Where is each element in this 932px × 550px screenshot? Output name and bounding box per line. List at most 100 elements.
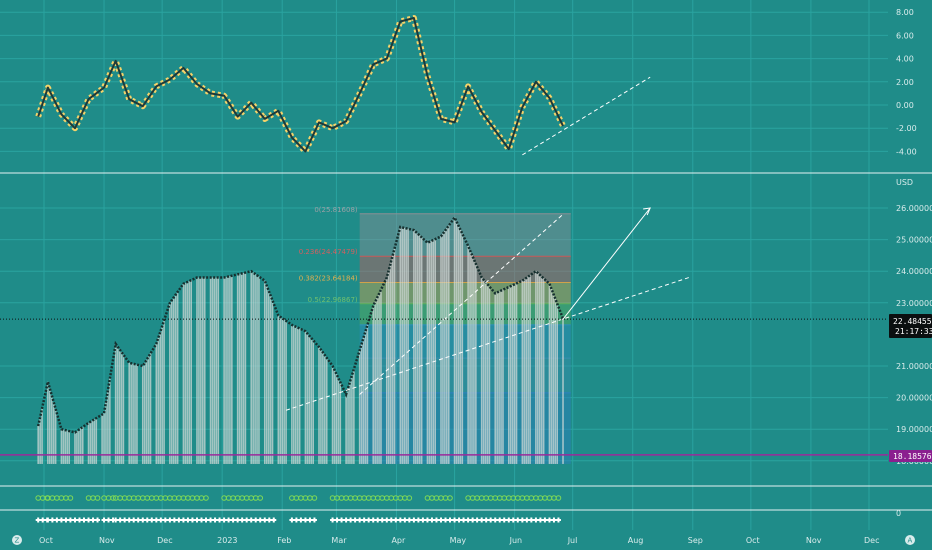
price-bar [116, 346, 119, 464]
price-bar [562, 318, 564, 464]
price-bar [548, 283, 551, 464]
green-marker [514, 495, 521, 501]
price-bar [54, 408, 57, 464]
green-marker [234, 495, 241, 501]
time-tick-label: May [450, 536, 467, 545]
countdown-value: 21:17:33 [895, 327, 932, 336]
white-marker [198, 517, 204, 523]
time-tick-label: Mar [331, 536, 347, 545]
price-bars [37, 217, 564, 464]
white-marker [239, 517, 245, 523]
green-marker [483, 495, 489, 501]
price-bar [190, 280, 192, 464]
price-bar [163, 320, 165, 464]
price-tick-label: 20.00000 [896, 394, 932, 403]
price-bar [294, 326, 297, 464]
white-marker [262, 517, 268, 523]
white-marker [311, 517, 317, 523]
price-trendline [285, 277, 690, 411]
price-bar [186, 282, 189, 464]
marker-pane [35, 495, 562, 523]
time-tick-label: Jul [567, 536, 578, 545]
white-marker [221, 517, 227, 523]
oscillator-dots [35, 15, 566, 155]
white-marker [135, 517, 141, 523]
green-marker [117, 495, 123, 501]
price-bar [229, 276, 231, 464]
timezone-button[interactable]: Z [12, 535, 22, 545]
white-marker [208, 517, 214, 523]
price-bar [527, 276, 529, 464]
price-bar [507, 287, 510, 464]
price-bar [444, 231, 446, 464]
price-bar [540, 276, 543, 464]
green-marker [347, 495, 354, 501]
green-marker [58, 495, 65, 501]
price-bar [349, 381, 351, 464]
white-marker [86, 517, 92, 523]
white-marker [506, 517, 512, 523]
white-marker [343, 517, 349, 523]
price-bar [482, 279, 485, 464]
price-bar [64, 430, 67, 464]
white-marker [555, 517, 561, 523]
price-bar [134, 364, 136, 464]
price-bar [471, 254, 473, 464]
green-marker [293, 495, 300, 501]
price-bar [366, 324, 369, 464]
price-bar [291, 324, 293, 464]
green-marker [329, 495, 336, 501]
price-bar [265, 285, 268, 464]
white-marker [470, 517, 476, 523]
price-bar [62, 429, 65, 464]
price-bar [231, 275, 233, 464]
green-marker [528, 495, 535, 501]
white-marker [248, 517, 254, 523]
price-tick-label: 21.00000 [896, 362, 932, 371]
white-marker [81, 517, 87, 523]
price-bar [457, 225, 460, 464]
price-bar [68, 431, 70, 464]
green-marker [343, 495, 349, 501]
price-bar [529, 275, 531, 464]
green-marker [370, 495, 377, 501]
price-bar [81, 426, 84, 464]
price-tick-label: 26.00000 [896, 204, 932, 213]
white-marker [126, 517, 132, 523]
price-bar [184, 282, 187, 464]
white-marker [515, 517, 521, 523]
white-marker [415, 517, 421, 523]
price-bar [188, 281, 191, 464]
time-tick-label: 2023 [217, 536, 237, 545]
green-marker [501, 495, 508, 501]
price-bar [440, 236, 442, 464]
white-marker [167, 517, 173, 523]
white-marker [171, 517, 177, 523]
white-marker [54, 517, 60, 523]
green-marker [551, 495, 557, 501]
white-marker [533, 517, 539, 523]
price-bar [372, 305, 375, 464]
price-bar [515, 283, 518, 464]
price-bar [552, 293, 555, 464]
green-marker [474, 495, 480, 501]
price-bar [89, 421, 92, 464]
time-tick-label: Nov [806, 536, 822, 545]
fib-zone [359, 303, 571, 325]
price-bar [399, 226, 402, 464]
price-bar [174, 294, 177, 464]
white-marker [217, 517, 223, 523]
price-bar [296, 327, 299, 464]
white-marker [106, 517, 112, 523]
white-marker [153, 517, 159, 523]
oscillator-line [37, 17, 564, 153]
green-marker [406, 495, 413, 501]
price-bar [318, 347, 320, 464]
green-marker [153, 495, 160, 501]
green-marker [105, 495, 112, 501]
green-marker [63, 495, 69, 501]
auto-scale-button[interactable]: A [905, 535, 915, 545]
white-marker [58, 517, 64, 523]
price-bar [335, 374, 338, 464]
price-bar [473, 259, 475, 464]
